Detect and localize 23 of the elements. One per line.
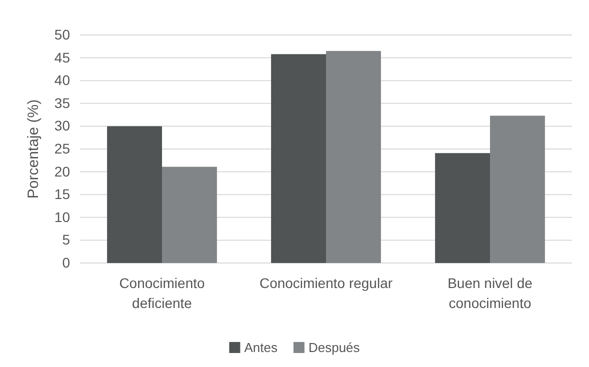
x-tick-label: Conocimiento deficiente — [119, 275, 206, 311]
y-tick-label: 50 — [54, 26, 70, 42]
bar — [326, 50, 381, 263]
y-tick-label: 30 — [54, 118, 70, 134]
legend-label: Después — [308, 340, 360, 355]
y-tick-label: 10 — [54, 208, 70, 225]
y-tick-label: 45 — [54, 49, 70, 66]
y-tick-label: 5 — [62, 232, 70, 248]
y-tick-label: 25 — [54, 140, 70, 156]
legend-label: Antes — [244, 340, 278, 355]
x-tick-label: Buen nivel de conocimiento — [448, 275, 533, 311]
y-tick-label: 0 — [62, 254, 70, 270]
bar — [107, 126, 162, 263]
bar — [162, 166, 217, 263]
y-axis-title: Porcentaje (%) — [25, 99, 42, 199]
y-tick-label: 20 — [54, 163, 70, 180]
bar — [435, 153, 490, 263]
y-tick-label: 35 — [54, 94, 70, 111]
y-tick-label: 15 — [54, 186, 70, 202]
bar — [271, 54, 326, 263]
y-tick-label: 40 — [54, 72, 70, 88]
x-tick-label: Conocimiento regular — [259, 275, 393, 291]
bar — [490, 116, 545, 263]
